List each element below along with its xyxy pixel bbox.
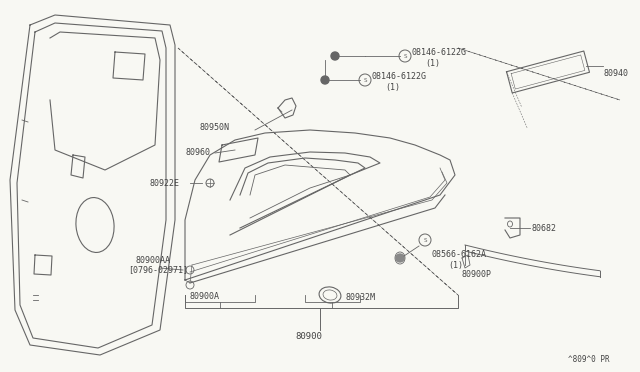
Text: ^809^0 PR: ^809^0 PR	[568, 355, 610, 364]
Text: (1): (1)	[385, 83, 400, 92]
Text: (1): (1)	[425, 59, 440, 68]
Text: S: S	[423, 237, 427, 243]
Circle shape	[321, 76, 329, 84]
Circle shape	[396, 254, 404, 262]
Text: 80900P: 80900P	[462, 270, 492, 279]
Text: 80960: 80960	[185, 148, 210, 157]
Text: [0796-02971]: [0796-02971]	[128, 265, 188, 274]
Text: 08146-6122G: 08146-6122G	[412, 48, 467, 57]
Text: 80932M: 80932M	[345, 293, 375, 302]
Circle shape	[331, 52, 339, 60]
Text: (1): (1)	[448, 261, 463, 270]
Text: 08566-6162A: 08566-6162A	[432, 250, 487, 259]
Text: 80940: 80940	[604, 69, 629, 78]
Text: 80900A: 80900A	[190, 292, 220, 301]
Text: 80900: 80900	[295, 332, 322, 341]
Text: 08146-6122G: 08146-6122G	[372, 72, 427, 81]
Text: 80922E: 80922E	[150, 179, 180, 188]
Text: 80682: 80682	[532, 224, 557, 233]
Text: 80950N: 80950N	[200, 123, 230, 132]
Text: S: S	[364, 77, 367, 83]
Text: 80900AA: 80900AA	[135, 256, 170, 265]
Text: S: S	[403, 54, 407, 58]
